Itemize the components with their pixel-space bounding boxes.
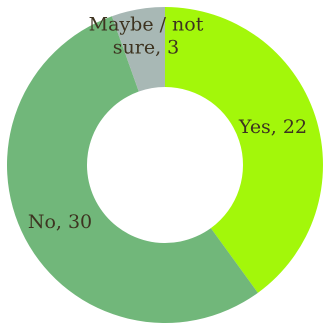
- slice-yes: [165, 7, 323, 293]
- slice-label-line: sure, 3: [113, 37, 179, 59]
- labels-group: Yes, 22 No, 30 Maybe / not sure, 3: [28, 14, 307, 234]
- slice-label-line: No, 30: [28, 211, 92, 233]
- slices-group: [6, 6, 323, 323]
- slice-label-no: No, 30: [28, 211, 92, 233]
- slice-no: [6, 16, 258, 323]
- slice-label-line: Maybe / not: [89, 14, 204, 36]
- slice-label-maybe-not-sure: Maybe / not sure, 3: [89, 14, 204, 59]
- slice-label-line: Yes, 22: [238, 116, 307, 138]
- slice-maybe-not-sure: [111, 6, 165, 92]
- slice-label-yes: Yes, 22: [238, 116, 307, 138]
